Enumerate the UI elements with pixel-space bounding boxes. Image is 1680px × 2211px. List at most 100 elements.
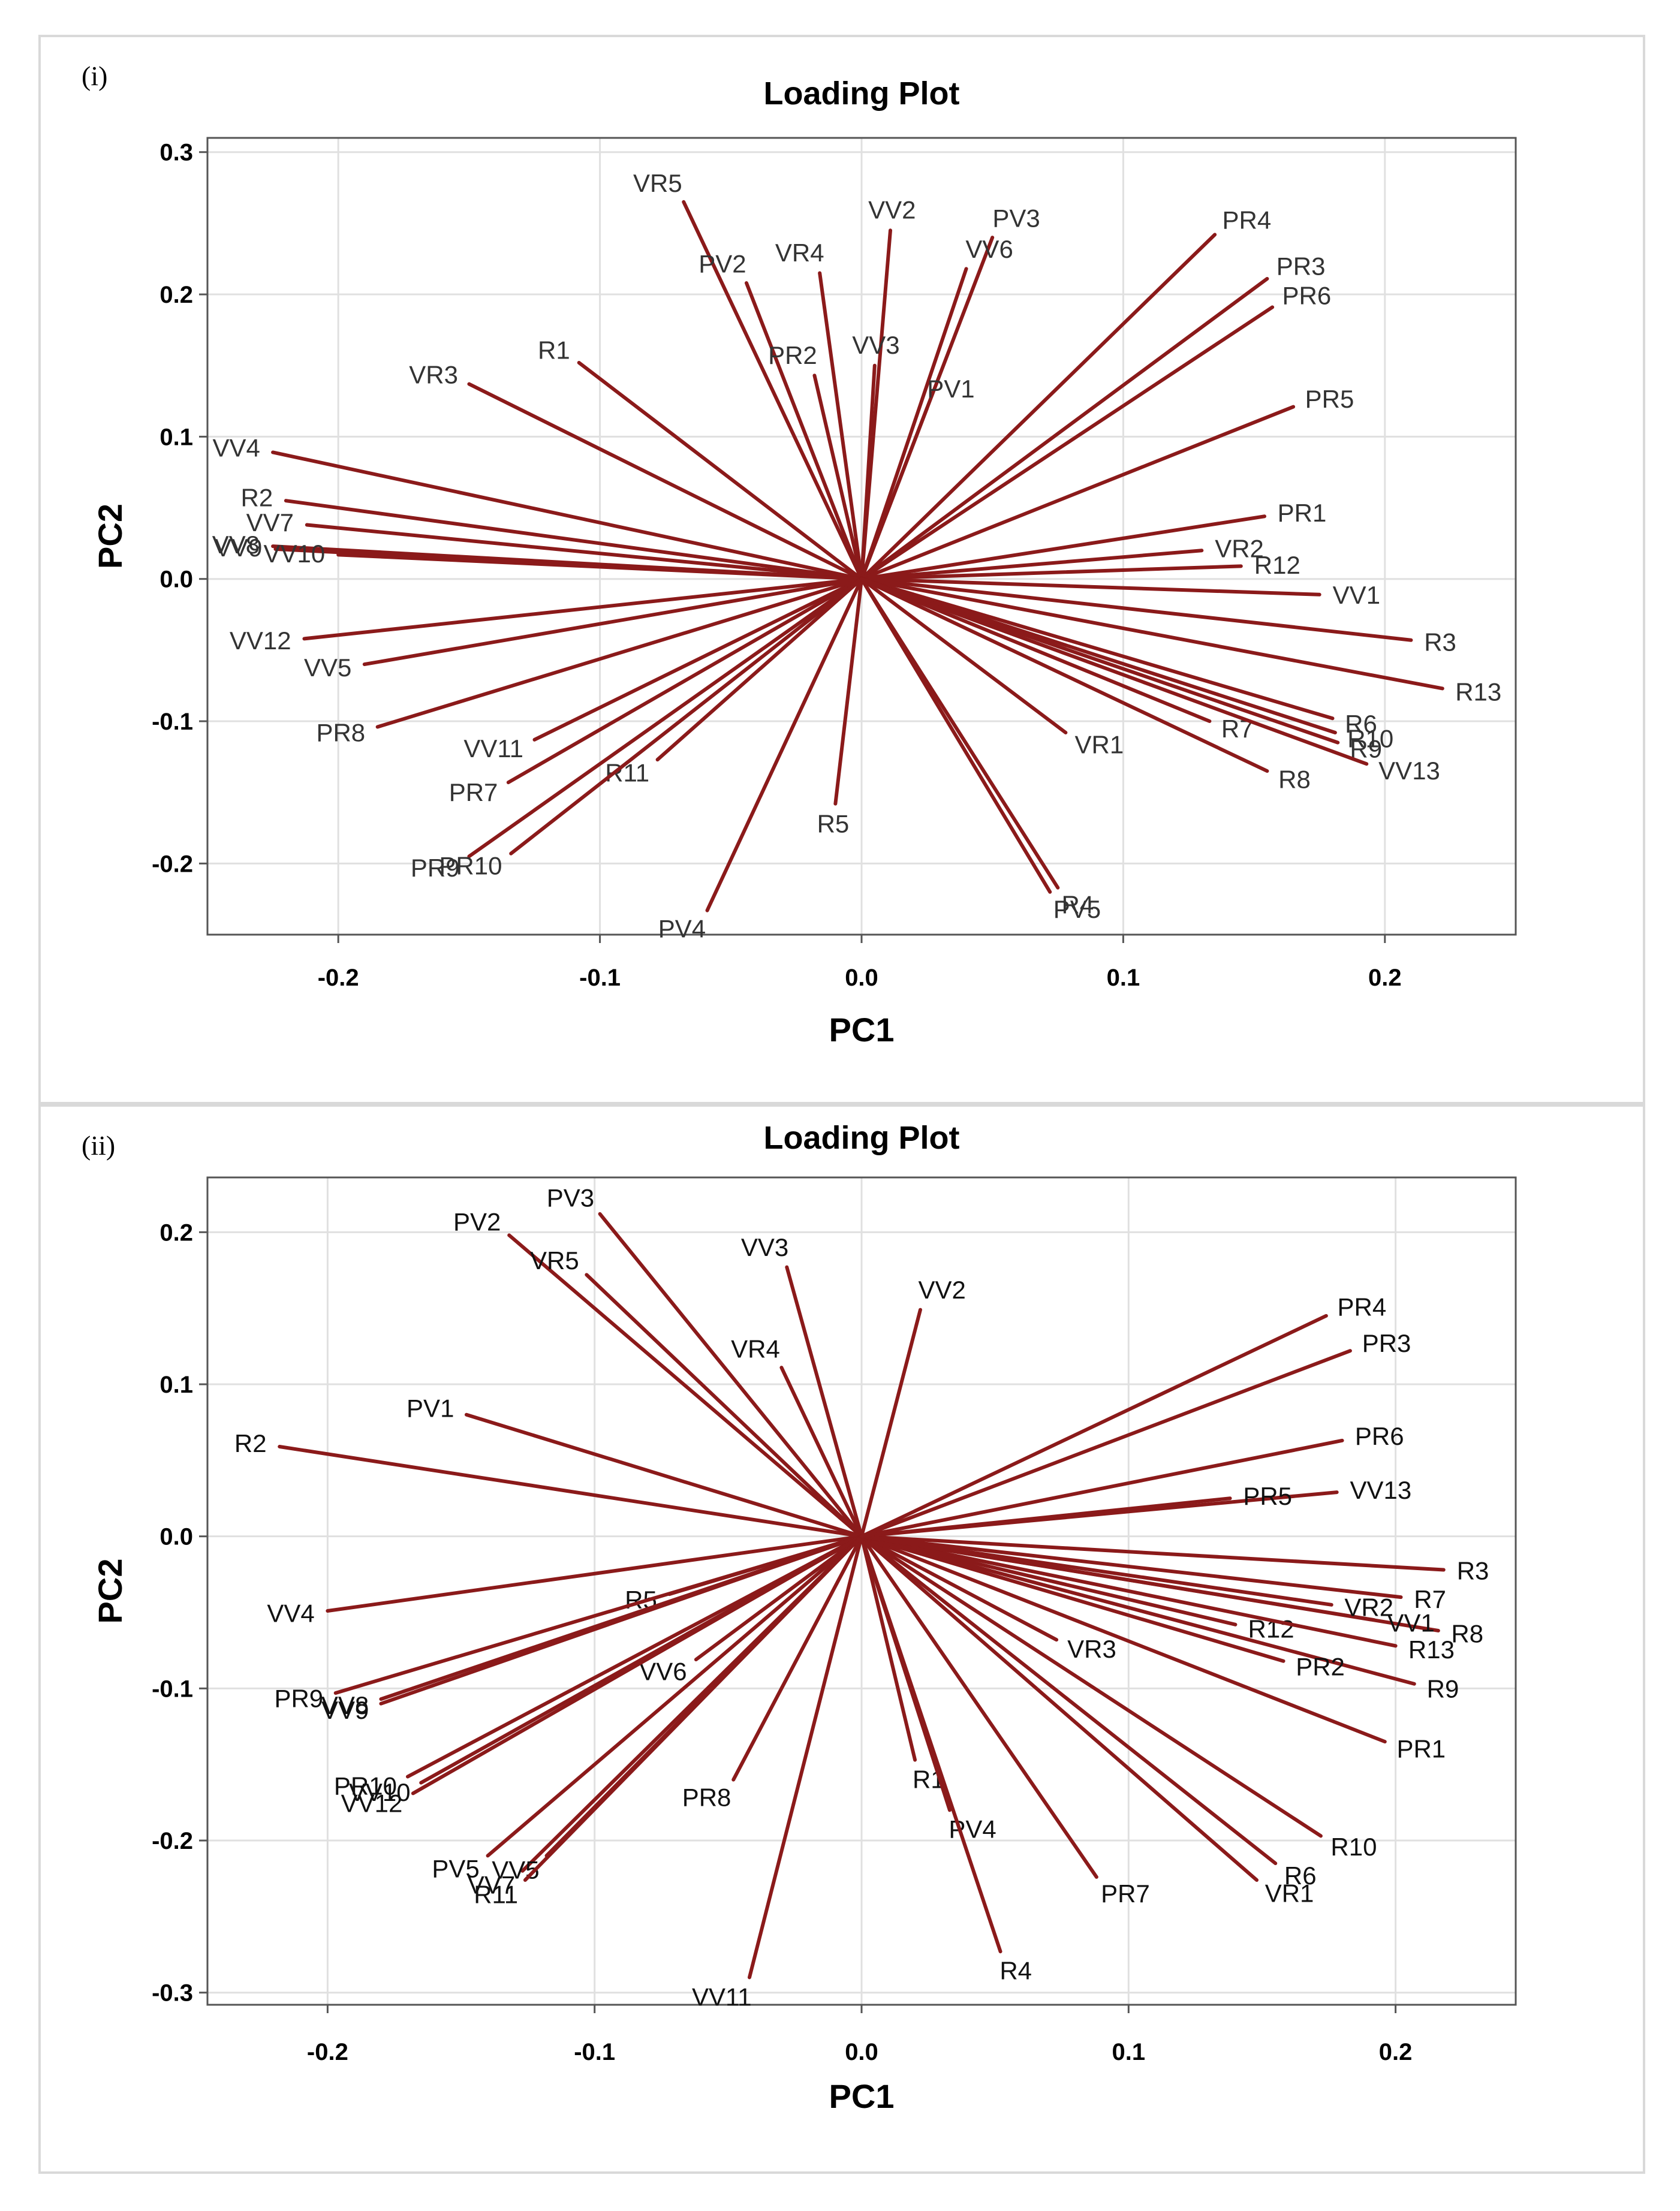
- vector-label-R7: R7: [1414, 1585, 1446, 1613]
- loading-vector-VV3: [860, 363, 877, 581]
- vector-label-PR6: PR6: [1355, 1422, 1404, 1450]
- y-tick-label: 0.2: [159, 282, 193, 308]
- loading-vector-PV1: [464, 1412, 863, 1538]
- vector-label-VV3: VV3: [852, 331, 899, 359]
- vector-label-PV2: PV2: [699, 249, 746, 278]
- loading-vector-R5: [833, 577, 863, 806]
- vector-label-R8: R8: [1278, 766, 1311, 794]
- loading-vector-VR3: [860, 1534, 1059, 1642]
- loading-vector-R13: [860, 1534, 1398, 1648]
- loading-vector-PR3: [860, 1349, 1352, 1538]
- loading-vector-VV12: [411, 1534, 863, 1796]
- loading-vector-VR2: [860, 1534, 1333, 1607]
- loading-vector-PR9: [333, 1534, 863, 1695]
- vector-label-R5: R5: [817, 809, 850, 838]
- panel-label: (ii): [82, 1130, 116, 1161]
- loading-vector-VV2: [860, 1308, 922, 1538]
- loading-vector-PR4: [860, 1314, 1328, 1538]
- loading-vector-PR3: [860, 276, 1269, 581]
- loading-plot-chart-2: Loading Plot -0.2 -0.1 0.0 0.1 0.2 -0.3 -0.2 -0.…: [91, 1120, 1517, 2115]
- vector-label-VV10: VV10: [263, 540, 325, 568]
- loading-vector-VR1: [860, 577, 1068, 735]
- vector-label-VV1: VV1: [1387, 1609, 1435, 1637]
- x-tick-label: -0.2: [307, 2039, 348, 2065]
- vector-label-PR5: PR5: [1243, 1482, 1292, 1510]
- vector-label-R13: R13: [1455, 678, 1501, 706]
- vector-label-PR5: PR5: [1305, 385, 1354, 413]
- loading-vector-R7: [860, 1534, 1403, 1599]
- loading-vector-VV4: [271, 450, 863, 581]
- loading-vector-R4: [860, 1534, 1002, 1954]
- y-tick-label: 0.2: [159, 1219, 193, 1246]
- y-axis-title: PC2: [91, 504, 129, 569]
- vector-label-VR2: VR2: [1215, 534, 1264, 562]
- gridlines: [207, 1177, 1516, 2005]
- y-tick-label: -0.2: [152, 1828, 193, 1854]
- vector-label-PR1: PR1: [1278, 499, 1327, 527]
- x-tick-label: 0.0: [845, 2039, 878, 2065]
- vector-label-PV3: PV3: [992, 204, 1040, 232]
- vector-label-VV6: VV6: [639, 1657, 687, 1685]
- loading-vector-PV2: [744, 281, 863, 581]
- vector-label-VR5: VR5: [530, 1246, 579, 1275]
- x-tick-label: 0.2: [1368, 965, 1402, 991]
- x-tick-label: -0.1: [579, 965, 621, 991]
- x-tick-label: 0.1: [1107, 965, 1140, 991]
- chart-title: Loading Plot: [764, 1120, 960, 1156]
- loading-vector-PR2: [812, 373, 863, 581]
- vector-label-PV5: PV5: [1053, 895, 1101, 923]
- vector-label-R3: R3: [1424, 628, 1456, 656]
- loading-vector-VV5: [362, 577, 863, 667]
- loading-vector-PR6: [860, 1438, 1344, 1538]
- loading-vector-PR1: [860, 514, 1267, 581]
- x-tick-label: -0.2: [318, 965, 359, 991]
- vector-label-VV12: VV12: [341, 1789, 403, 1817]
- loading-plot-panel-1: (i) Loading Plot -0.2 -0.1 0.0 0.1 0.2 -0.2 -0.…: [38, 35, 1645, 1104]
- loading-vector-PV4: [705, 577, 863, 912]
- vector-label-VV5: VV5: [304, 653, 351, 682]
- vector-label-PV1: PV1: [927, 375, 974, 403]
- y-tick-label: 0.0: [159, 1524, 193, 1550]
- vector-label-VV10: VV10: [349, 1778, 411, 1806]
- vector-label-R7: R7: [1221, 715, 1254, 743]
- x-tick-label: 0.0: [845, 965, 878, 991]
- vector-label-VV3: VV3: [741, 1233, 788, 1261]
- loading-vector-R3: [860, 1534, 1446, 1572]
- vector-label-VV11: VV11: [692, 1983, 752, 2011]
- vector-label-VV8: VV8: [212, 531, 260, 559]
- vector-label-VV4: VV4: [212, 433, 260, 462]
- vector-label-R2: R2: [241, 484, 273, 512]
- loading-vector-R4: [860, 577, 1060, 890]
- loading-vector-PV1: [860, 406, 929, 581]
- vector-label-R1: R1: [538, 336, 570, 364]
- loading-vector-R7: [860, 577, 1212, 724]
- vector-label-PR7: PR7: [1101, 1879, 1150, 1908]
- loading-vector-VV13: [860, 577, 1369, 766]
- vector-label-PV3: PV3: [547, 1183, 594, 1212]
- loading-vector-PR10: [509, 577, 863, 856]
- vector-label-PR4: PR4: [1222, 206, 1271, 234]
- vector-label-PV1: PV1: [407, 1394, 454, 1423]
- loading-plot-panel-2: (ii) Loading Plot -0.2 -0.1 0.0 0.1 0.2 -0.3 -0…: [38, 1104, 1645, 2174]
- vector-label-VV6: VV6: [965, 235, 1013, 263]
- loading-vector-PV3: [598, 1212, 863, 1538]
- vector-label-R3: R3: [1457, 1556, 1489, 1585]
- vector-label-R10: R10: [1330, 1833, 1377, 1861]
- loading-vector-R12: [860, 1534, 1238, 1626]
- loading-plot-chart-1: Loading Plot -0.2 -0.1 0.0 0.1 0.2 -0.2 -0.1 0.0…: [91, 76, 1517, 1049]
- chart-title: Loading Plot: [764, 76, 960, 112]
- loading-vector-VV6: [860, 267, 968, 581]
- loading-vector-VV1: [860, 577, 1321, 597]
- loading-vector-R6: [860, 577, 1335, 721]
- vector-label-R10: R10: [1347, 724, 1393, 752]
- loading-vector-VV10: [336, 553, 863, 581]
- vector-label-PR2: PR2: [768, 341, 817, 369]
- loading-vector-VR5: [682, 200, 863, 581]
- loading-vector-VR4: [818, 271, 863, 581]
- vector-label-VV9: VV9: [215, 534, 262, 562]
- loading-vector-PR1: [860, 1534, 1387, 1744]
- y-tick-label: -0.1: [152, 709, 193, 735]
- loading-vector-PR8: [731, 1534, 863, 1782]
- loading-vector-VV4: [326, 1534, 863, 1613]
